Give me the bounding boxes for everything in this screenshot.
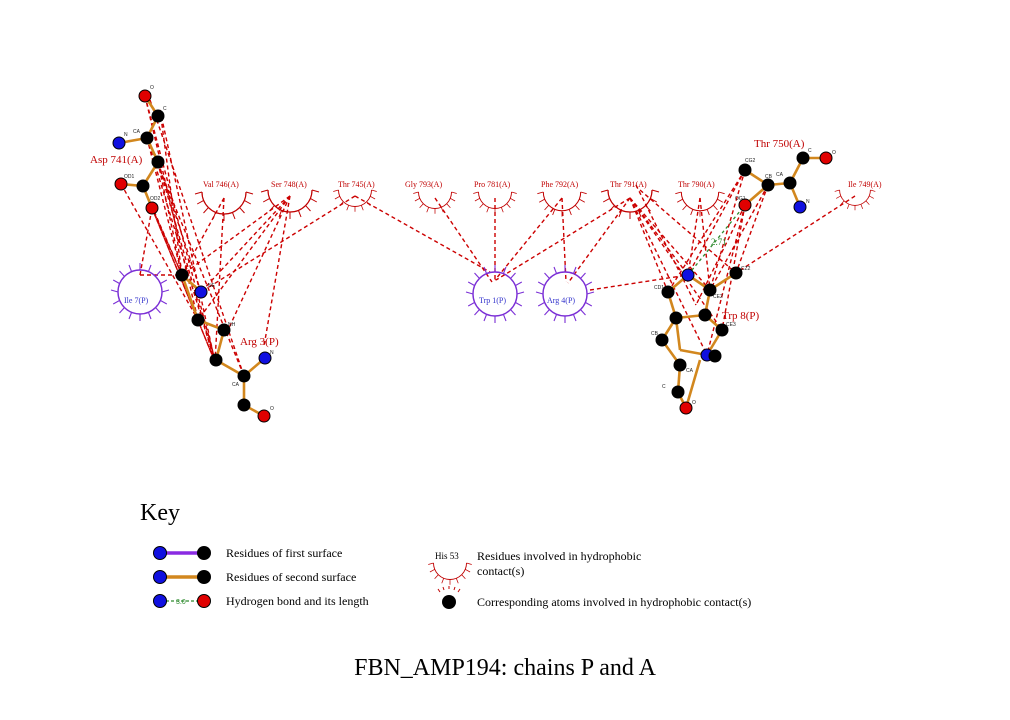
svg-text:N: N xyxy=(124,132,128,138)
label-thr750: Thr 750(A) xyxy=(754,138,805,150)
hydrophobic-arcs-chain-a xyxy=(194,189,876,222)
key-hbond-label: Hydrogen bond and its length xyxy=(226,594,369,608)
label-trp8: Trp 8(P) xyxy=(722,310,760,322)
svg-text:CE3: CE3 xyxy=(726,322,736,328)
svg-text:C: C xyxy=(808,148,812,154)
hbond-length-label: 2.71 xyxy=(711,237,727,247)
label-thr745: Thr 745(A) xyxy=(338,180,375,189)
key-hydrophobic-symbol: His 53 xyxy=(427,551,473,586)
label-thr791: Thr 791(A) xyxy=(610,180,647,189)
svg-text:O: O xyxy=(832,150,836,156)
svg-text:CA: CA xyxy=(232,382,240,388)
residue-arg3: NE NH N CA O xyxy=(175,268,274,423)
label-trp1: Trp 1(P) xyxy=(479,296,506,305)
svg-text:OD1: OD1 xyxy=(124,174,135,180)
svg-text:CD1: CD1 xyxy=(654,285,664,291)
svg-text:CE2: CE2 xyxy=(713,294,723,300)
diagram-title: FBN_AMP194: chains P and A xyxy=(354,655,656,681)
svg-text:NE: NE xyxy=(208,283,216,289)
key-second-surface-symbol xyxy=(153,570,211,584)
svg-text:OG1: OG1 xyxy=(735,196,746,202)
label-gly793: Gly 793(A) xyxy=(405,180,442,189)
key-atoms-label: Corresponding atoms involved in hydropho… xyxy=(477,595,752,609)
key-title: Key xyxy=(140,500,180,526)
svg-text:O: O xyxy=(150,85,154,91)
key-graphics: 3.0 His 53 xyxy=(153,546,473,609)
label-arg4: Arg 4(P) xyxy=(547,296,575,305)
svg-text:CB: CB xyxy=(765,174,773,180)
svg-text:CA: CA xyxy=(776,172,784,178)
residue-asp741: O C N CA OD1 OD2 xyxy=(112,85,167,215)
label-ile749: Ile 749(A) xyxy=(848,180,882,189)
label-thr790: Thr 790(A) xyxy=(678,180,715,189)
label-arg3: Arg 3(P) xyxy=(240,336,279,348)
key-hydrophobic-residue: His 53 xyxy=(435,551,459,561)
key-hydrophobic-label: Residues involved in hydrophobic contact… xyxy=(477,549,642,578)
svg-text:C: C xyxy=(662,384,666,390)
svg-text:N: N xyxy=(806,199,810,205)
svg-text:NH: NH xyxy=(228,322,236,328)
key-atoms-symbol xyxy=(437,586,461,609)
key-hbond-length: 3.0 xyxy=(176,599,186,606)
label-ser748: Ser 748(A) xyxy=(271,180,307,189)
key-first-surface-label: Residues of first surface xyxy=(226,546,343,560)
svg-text:C: C xyxy=(163,106,167,112)
key-second-surface-label: Residues of second surface xyxy=(226,570,357,584)
key-first-surface-symbol xyxy=(153,546,211,560)
svg-text:CZ2: CZ2 xyxy=(741,266,751,272)
label-pro781: Pro 781(A) xyxy=(474,180,511,189)
label-phe792: Phe 792(A) xyxy=(541,180,578,189)
hydrophobic-contact-lines xyxy=(120,95,856,377)
residue-labels: Asp 741(A) Arg 3(P) Thr 750(A) Trp 8(P) … xyxy=(90,138,882,348)
residue-trp8: CD1 CZ2 CE2 CE3 CB CA C O xyxy=(651,266,751,415)
label-ile7: Ile 7(P) xyxy=(124,296,149,305)
label-val746: Val 746(A) xyxy=(203,180,239,189)
label-asp741: Asp 741(A) xyxy=(90,154,143,166)
svg-text:CB: CB xyxy=(651,331,659,337)
svg-text:CG2: CG2 xyxy=(745,158,756,164)
key-hbond-symbol: 3.0 xyxy=(153,594,211,608)
residue-thr750: CG2 CB OG1 CA C O N xyxy=(735,148,836,214)
svg-text:O: O xyxy=(270,406,274,412)
hydrogen-bond: 2.71 xyxy=(687,204,746,276)
svg-text:CA: CA xyxy=(686,368,694,374)
svg-text:O: O xyxy=(692,400,696,406)
svg-text:CA: CA xyxy=(133,129,141,135)
svg-text:OD2: OD2 xyxy=(150,196,161,202)
svg-text:N: N xyxy=(270,350,274,356)
